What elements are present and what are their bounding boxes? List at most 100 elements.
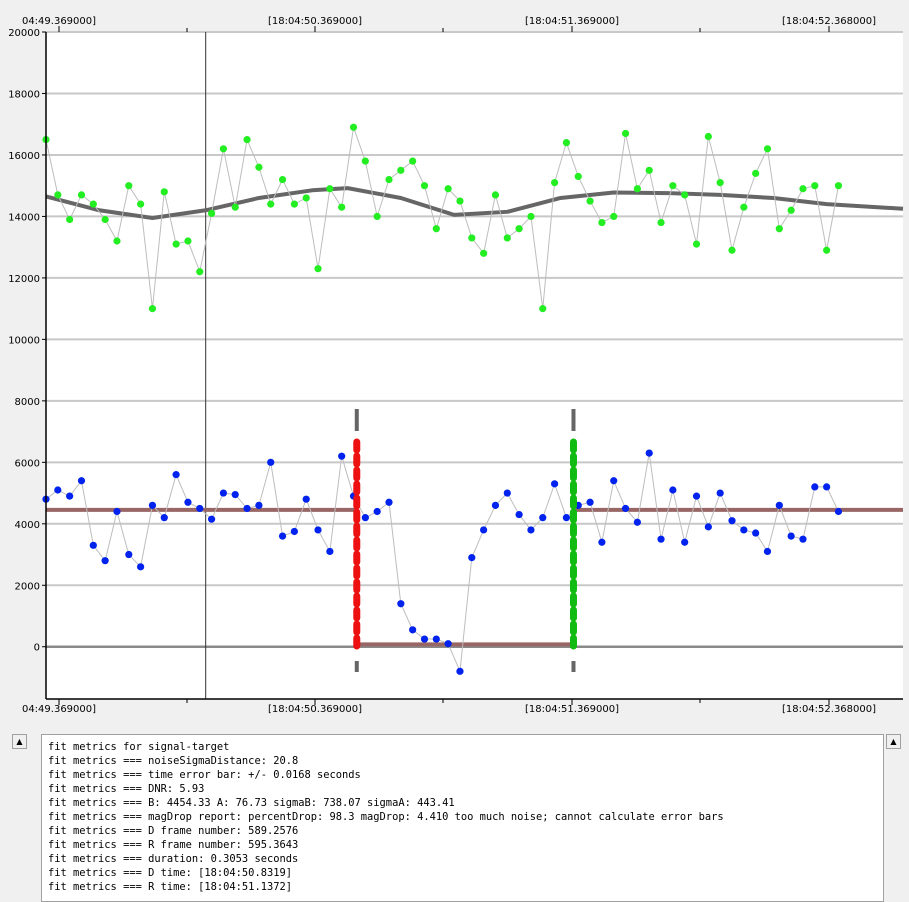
- reference-point: [243, 135, 251, 144]
- reference-point: [775, 225, 783, 233]
- reference-point: [219, 145, 228, 153]
- reference-point: [385, 175, 393, 184]
- console-line: fit metrics === magDrop report: percentD…: [48, 811, 724, 823]
- reference-point: [480, 249, 488, 257]
- bottom-time-label: [18:04:51.369000]: [525, 704, 619, 715]
- console-line: fit metrics for signal-target: [48, 741, 230, 753]
- reference-point: [172, 240, 180, 248]
- y-tick-label: 20000: [8, 28, 40, 39]
- reference-point: [160, 188, 168, 196]
- target-point: [610, 477, 618, 485]
- reference-point: [326, 185, 334, 193]
- reference-point: [207, 209, 216, 217]
- reference-point: [633, 185, 641, 193]
- reference-point: [823, 246, 831, 254]
- target-point: [728, 517, 736, 525]
- reference-point: [550, 179, 559, 187]
- reference-point: [491, 191, 500, 199]
- target-point: [456, 667, 464, 675]
- target-point: [740, 526, 748, 534]
- target-point: [468, 554, 476, 562]
- reference-point: [101, 215, 109, 224]
- up-arrow-icon: ▲: [890, 737, 897, 746]
- reference-point: [338, 203, 346, 211]
- target-connector: [45, 453, 839, 674]
- reference-point: [834, 182, 843, 190]
- target-point: [799, 535, 807, 543]
- reference-point: [148, 305, 157, 313]
- target-point: [77, 477, 86, 485]
- target-point: [787, 532, 795, 540]
- target-point: [54, 486, 62, 494]
- reference-point: [503, 234, 511, 242]
- target-point: [172, 471, 180, 479]
- light-curve-plot[interactable]: 0 2000 4000 6000 8000 10000 12000 14000 16000 180…: [0, 0, 909, 722]
- reference-point: [125, 182, 133, 190]
- target-point: [278, 532, 287, 540]
- target-point: [255, 501, 263, 509]
- target-point: [326, 547, 334, 556]
- reference-point: [231, 203, 239, 211]
- target-point: [550, 480, 559, 488]
- reference-point: [66, 215, 74, 224]
- target-point: [539, 514, 547, 522]
- target-point: [290, 527, 298, 536]
- reference-point: [752, 169, 760, 177]
- reference-point: [349, 123, 358, 131]
- reference-point: [527, 212, 535, 221]
- target-point: [432, 635, 440, 643]
- y-tick-label: 18000: [8, 89, 40, 100]
- reference-point: [539, 305, 547, 313]
- target-point: [409, 626, 417, 634]
- y-tick-label: 2000: [15, 581, 40, 592]
- target-point: [243, 504, 251, 513]
- y-tick-label: 16000: [8, 151, 40, 162]
- reference-point: [763, 145, 772, 153]
- reference-point: [787, 206, 795, 214]
- reference-point: [704, 132, 712, 141]
- reference-point: [278, 175, 287, 184]
- reference-point: [456, 197, 464, 205]
- console-line: fit metrics === duration: 0.3053 seconds: [48, 853, 299, 865]
- reference-point: [598, 218, 606, 227]
- top-time-label: [18:04:50.369000]: [268, 16, 362, 27]
- top-time-label: [18:04:51.369000]: [525, 16, 619, 27]
- reference-point: [586, 197, 594, 205]
- y-tick-label: 8000: [15, 397, 40, 408]
- target-point: [692, 492, 701, 500]
- target-point: [231, 490, 239, 499]
- target-point: [621, 504, 630, 513]
- target-point: [361, 514, 369, 522]
- reference-point: [681, 191, 689, 199]
- target-point: [219, 489, 228, 497]
- target-point: [716, 489, 724, 497]
- fit-metrics-console[interactable]: fit metrics for signal-target fit metrics…: [41, 734, 884, 902]
- target-point: [420, 635, 429, 643]
- target-point: [113, 507, 121, 516]
- target-point: [491, 501, 500, 509]
- y-tick-label: 14000: [8, 212, 40, 223]
- reference-point: [113, 237, 121, 245]
- reference-point: [89, 200, 97, 208]
- target-point: [527, 526, 535, 534]
- target-point: [373, 507, 381, 516]
- y-tick-label: 0: [34, 643, 40, 654]
- target-point: [148, 501, 157, 509]
- reference-point: [314, 265, 322, 273]
- edge-markers: [353, 409, 577, 672]
- target-point: [125, 550, 133, 559]
- reference-point: [657, 218, 665, 227]
- console-line: fit metrics === D frame number: 589.2576: [48, 825, 299, 837]
- target-point: [338, 452, 346, 460]
- right-scroll-up-button[interactable]: ▲: [886, 734, 901, 749]
- reference-point: [361, 157, 369, 165]
- axis-ticks: [42, 26, 830, 705]
- left-scroll-up-button[interactable]: ▲: [12, 734, 27, 749]
- reference-point: [255, 163, 263, 171]
- console-line: fit metrics === R frame number: 595.3643: [48, 839, 299, 851]
- y-tick-label: 6000: [15, 458, 40, 469]
- reference-point: [716, 179, 724, 187]
- target-point: [385, 498, 393, 506]
- console-line: fit metrics === R time: [18:04:51.1372]: [48, 881, 292, 893]
- reference-point: [811, 182, 819, 190]
